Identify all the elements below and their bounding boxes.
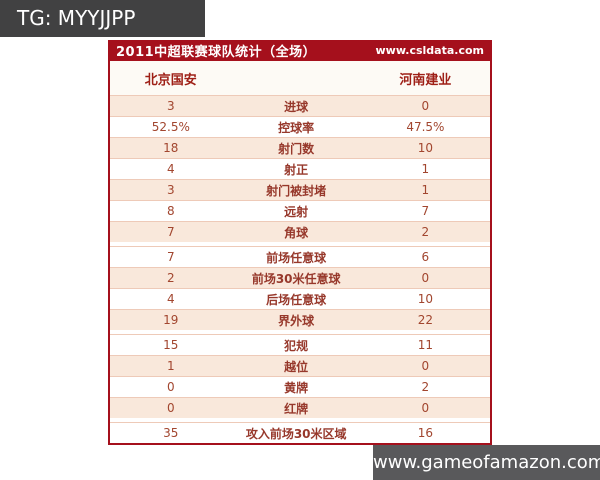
- stat-label: 后场任意球: [266, 292, 327, 307]
- away-value: 0: [421, 99, 430, 113]
- watermark-top-badge: TG: MYYJJPP: [0, 0, 205, 37]
- home-value: 15: [163, 338, 179, 352]
- home-value: 3: [166, 99, 175, 113]
- home-value: 18: [163, 141, 179, 155]
- stat-label: 红牌: [284, 401, 309, 416]
- stat-row-possession: 52.5% 控球率 47.5%: [110, 116, 490, 137]
- home-value: 0: [166, 401, 175, 415]
- away-value: 47.5%: [406, 120, 445, 134]
- away-value: 1: [421, 162, 430, 176]
- watermark-top-text: TG: MYYJJPP: [17, 6, 136, 30]
- away-value: 11: [417, 338, 434, 352]
- home-value: 4: [166, 162, 175, 176]
- home-value: 0: [166, 380, 175, 394]
- away-value: 2: [421, 380, 430, 394]
- home-value: 1: [166, 359, 175, 373]
- match-stats-table: 2011中超联赛球队统计（全场） www.csldata.com 北京国安 河南…: [108, 40, 492, 445]
- stat-row-shots-on-target: 4 射正 1: [110, 158, 490, 179]
- away-value: 6: [421, 250, 430, 264]
- away-value: 10: [417, 141, 434, 155]
- home-value: 4: [166, 292, 175, 306]
- watermark-bottom-badge: www.gameofamazon.com: [373, 445, 600, 480]
- table-title: 2011中超联赛球队统计（全场）: [116, 45, 317, 60]
- away-value: 10: [417, 292, 434, 306]
- away-value: 0: [421, 271, 430, 285]
- stat-label: 射正: [284, 162, 309, 177]
- away-value: 2: [421, 225, 430, 239]
- stat-label: 控球率: [278, 120, 315, 135]
- stat-label: 射门被封堵: [266, 183, 327, 198]
- group-spacer: [110, 242, 490, 246]
- home-value: 35: [163, 426, 179, 440]
- home-value: 52.5%: [151, 120, 190, 134]
- home-value: 19: [163, 313, 179, 327]
- stat-label: 进球: [284, 99, 309, 114]
- home-value: 7: [166, 250, 175, 264]
- stat-label: 前场任意球: [266, 250, 327, 265]
- stat-row-defensive-free-kicks: 4 后场任意球 10: [110, 288, 490, 309]
- stat-label: 界外球: [278, 313, 315, 328]
- stat-row-throw-ins: 19 界外球 22: [110, 309, 490, 330]
- table-body: 北京国安 河南建业 3 进球 0 52.5% 控球率 47.5% 18 射门数 …: [108, 61, 492, 445]
- home-value: 7: [166, 225, 175, 239]
- group-spacer: [110, 330, 490, 334]
- stat-row-goals: 3 进球 0: [110, 95, 490, 116]
- home-value: 2: [166, 271, 175, 285]
- team-header-row: 北京国安 河南建业: [110, 61, 490, 95]
- stat-label: 攻入前场30米区域: [245, 426, 347, 441]
- stat-row-offsides: 1 越位 0: [110, 355, 490, 376]
- home-value: 8: [166, 204, 175, 218]
- stat-label: 犯规: [284, 338, 309, 353]
- stat-row-fouls: 15 犯规 11: [110, 334, 490, 355]
- stat-label: 黄牌: [284, 380, 309, 395]
- stat-row-attacking-free-kicks: 7 前场任意球 6: [110, 246, 490, 267]
- stat-label: 越位: [284, 359, 309, 374]
- csldata-site-link[interactable]: www.csldata.com: [375, 44, 485, 57]
- away-value: 0: [421, 401, 430, 415]
- stat-row-entries-final-30m: 35 攻入前场30米区域 16: [110, 422, 490, 443]
- home-value: 3: [166, 183, 175, 197]
- stat-row-blocked-shots: 3 射门被封堵 1: [110, 179, 490, 200]
- away-value: 7: [421, 204, 430, 218]
- group-spacer: [110, 418, 490, 422]
- stat-row-shots: 18 射门数 10: [110, 137, 490, 158]
- away-value: 1: [421, 183, 430, 197]
- stat-label: 前场30米任意球: [251, 271, 341, 286]
- stat-label: 射门数: [278, 141, 315, 156]
- table-header-bar: 2011中超联赛球队统计（全场） www.csldata.com: [108, 40, 492, 61]
- away-value: 16: [417, 426, 434, 440]
- away-team-name: 河南建业: [399, 72, 452, 88]
- stat-row-long-shots: 8 远射 7: [110, 200, 490, 221]
- home-team-name: 北京国安: [144, 72, 197, 88]
- away-value: 0: [421, 359, 430, 373]
- away-value: 22: [417, 313, 434, 327]
- stat-label: 角球: [284, 225, 309, 240]
- stat-row-corners: 7 角球 2: [110, 221, 490, 242]
- stat-label: 远射: [284, 204, 309, 219]
- stat-row-red-cards: 0 红牌 0: [110, 397, 490, 418]
- watermark-bottom-text: www.gameofamazon.com: [373, 452, 600, 473]
- stat-row-yellow-cards: 0 黄牌 2: [110, 376, 490, 397]
- stat-row-attacking-30m-free-kicks: 2 前场30米任意球 0: [110, 267, 490, 288]
